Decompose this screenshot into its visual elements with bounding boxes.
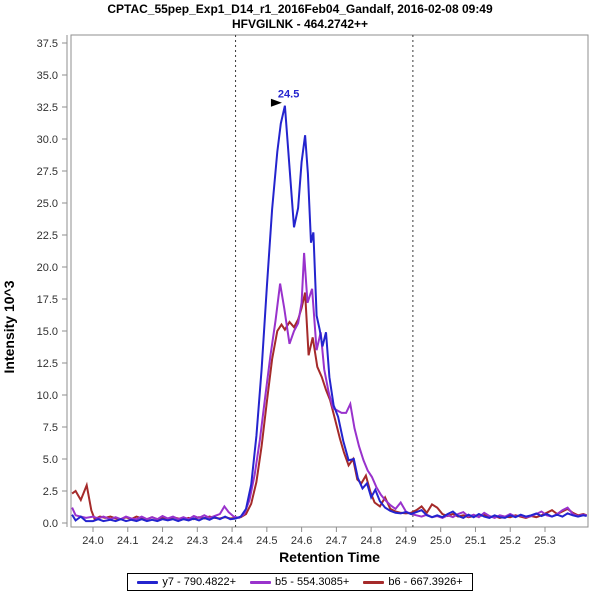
chart-title: CPTAC_55pep_Exp1_D14_r1_2016Feb04_Gandal… bbox=[107, 2, 493, 16]
chart-header: CPTAC_55pep_Exp1_D14_r1_2016Feb04_Gandal… bbox=[0, 2, 600, 32]
y-tick-label: 7.5 bbox=[43, 422, 58, 434]
series-line-y7[interactable] bbox=[71, 105, 587, 523]
y-tick-label: 5.0 bbox=[43, 454, 58, 466]
legend-swatch-y7 bbox=[137, 580, 159, 584]
x-tick-label: 24.7 bbox=[326, 535, 347, 547]
y-tick-label: 35.0 bbox=[37, 70, 58, 82]
x-tick-label: 24.2 bbox=[152, 535, 173, 547]
legend-item-y7: y7 - 790.4822+ bbox=[137, 576, 236, 588]
legend-item-b5: b5 - 554.3085+ bbox=[250, 576, 349, 588]
y-tick-label: 32.5 bbox=[37, 102, 58, 114]
y-tick-label: 25.0 bbox=[37, 198, 58, 210]
legend-item-b6: b6 - 667.3926+ bbox=[363, 576, 463, 588]
x-tick-label: 24.0 bbox=[82, 535, 103, 547]
x-tick-label: 25.1 bbox=[465, 535, 486, 547]
y-tick-label: 37.5 bbox=[37, 38, 58, 50]
legend-swatch-b5 bbox=[250, 580, 272, 584]
x-tick-label: 24.8 bbox=[360, 535, 381, 547]
y-tick-label: 20.0 bbox=[37, 262, 58, 274]
x-tick-label: 24.6 bbox=[291, 535, 312, 547]
x-tick-label: 24.3 bbox=[187, 535, 208, 547]
y-tick-label: 0.0 bbox=[43, 518, 58, 530]
x-axis-title: Retention Time bbox=[279, 549, 380, 565]
y-tick-label: 27.5 bbox=[37, 166, 58, 178]
peak-arrow-icon bbox=[270, 98, 282, 107]
y-tick-label: 2.5 bbox=[43, 486, 58, 498]
x-tick-label: 24.1 bbox=[117, 535, 138, 547]
plot-frame bbox=[70, 34, 589, 528]
legend-label-b5: b5 - 554.3085+ bbox=[275, 576, 350, 588]
x-tick-label: 25.0 bbox=[430, 535, 451, 547]
y-tick-label: 10.0 bbox=[37, 390, 58, 402]
peak-rt-annotation: 24.5 bbox=[278, 89, 299, 101]
series-line-b5[interactable] bbox=[71, 252, 587, 521]
legend: y7 - 790.4822+ b5 - 554.3085+ b6 - 667.3… bbox=[127, 573, 473, 591]
y-tick-label: 17.5 bbox=[37, 294, 58, 306]
y-axis-title: Intensity 10^3 bbox=[1, 280, 17, 373]
legend-label-y7: y7 - 790.4822+ bbox=[162, 576, 237, 588]
legend-swatch-b6 bbox=[363, 580, 385, 584]
y-tick-label: 15.0 bbox=[37, 326, 58, 338]
series-line-b6[interactable] bbox=[71, 292, 588, 521]
x-tick-label: 24.5 bbox=[256, 535, 277, 547]
x-tick-label: 25.2 bbox=[500, 535, 521, 547]
chart-subtitle: HFVGILNK - 464.2742++ bbox=[231, 17, 369, 31]
y-tick-label: 12.5 bbox=[37, 358, 58, 370]
legend-label-b6: b6 - 667.3926+ bbox=[388, 576, 463, 588]
x-tick-label: 25.3 bbox=[534, 535, 555, 547]
x-tick-label: 24.4 bbox=[221, 535, 242, 547]
x-tick-label: 24.9 bbox=[395, 535, 416, 547]
y-tick-label: 30.0 bbox=[37, 134, 58, 146]
y-tick-label: 22.5 bbox=[37, 230, 58, 242]
